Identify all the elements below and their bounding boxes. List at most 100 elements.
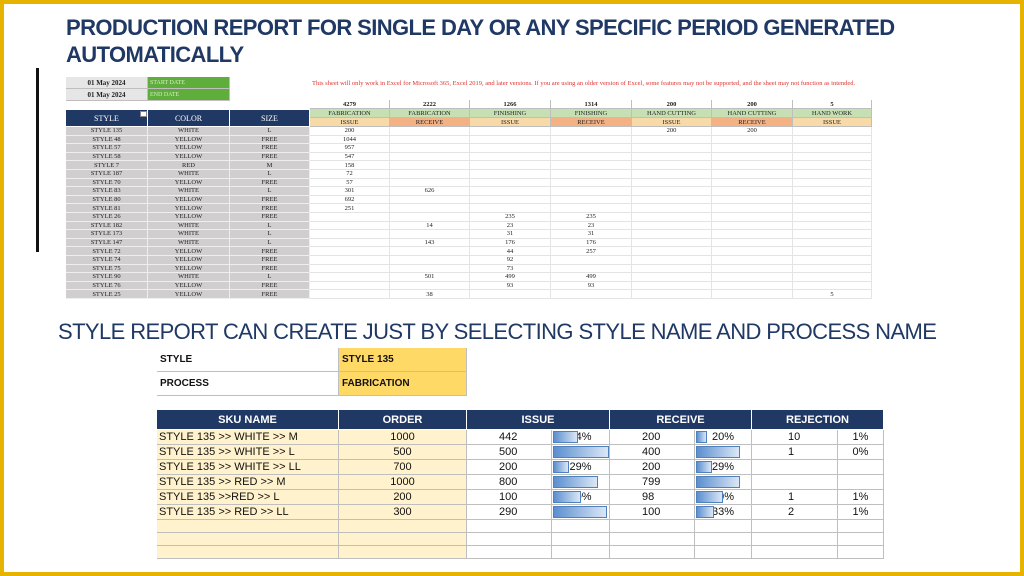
qty-cell: [390, 230, 470, 239]
qty-cell: 31: [551, 230, 632, 239]
qty-cell: [551, 290, 632, 299]
qty-cell: [470, 290, 551, 299]
sku-name: STYLE 135 >> RED >> M: [157, 475, 339, 490]
qty-cell: [793, 152, 872, 162]
empty-cell: [838, 520, 884, 533]
qty-cell: 93: [551, 281, 632, 291]
style-cell: FREE: [230, 135, 310, 145]
total-cell: 200: [712, 100, 793, 109]
style-cell: YELLOW: [148, 135, 230, 145]
percent-cell: 50%: [552, 490, 610, 505]
empty-cell: [467, 533, 552, 546]
qty-cell: 200: [467, 460, 552, 475]
qty-cell: [310, 247, 390, 256]
data-bar: [553, 446, 609, 458]
style-cell: WHITE: [148, 127, 230, 136]
style-cell: L: [230, 127, 310, 136]
process-cell: HAND WORK: [793, 109, 872, 118]
report-header: ISSUE: [467, 410, 610, 430]
report-header: SKU NAME: [157, 410, 339, 430]
qty-cell: [632, 281, 712, 291]
qty-cell: 300: [339, 505, 467, 520]
qty-cell: [310, 238, 390, 248]
qty-cell: [712, 195, 793, 205]
qty-cell: 500: [467, 445, 552, 460]
style-cell: STYLE 48: [66, 135, 148, 145]
qty-cell: [632, 144, 712, 153]
style-cell: STYLE 26: [66, 213, 148, 222]
qty-cell: 235: [551, 213, 632, 222]
style-cell: L: [230, 221, 310, 231]
qty-cell: [390, 247, 470, 256]
qty-cell: [390, 281, 470, 291]
empty-cell: [339, 546, 467, 559]
style-cell: RED: [148, 161, 230, 170]
empty-cell: [339, 533, 467, 546]
qty-cell: [793, 195, 872, 205]
date-value: 01 May 2024: [66, 89, 148, 101]
total-cell: 1266: [470, 100, 551, 109]
qty-cell: [632, 256, 712, 265]
type-cell: ISSUE: [470, 118, 551, 127]
percent-cell: [838, 460, 884, 475]
style-cell: STYLE 72: [66, 247, 148, 256]
empty-cell: [752, 546, 838, 559]
qty-cell: [793, 230, 872, 239]
qty-cell: [390, 264, 470, 274]
empty-cell: [610, 520, 695, 533]
qty-cell: [551, 127, 632, 136]
sku-name: STYLE 135 >> RED >> LL: [157, 505, 339, 520]
style-cell: FREE: [230, 247, 310, 256]
qty-cell: [632, 204, 712, 213]
style-cell: YELLOW: [148, 264, 230, 274]
qty-cell: [390, 204, 470, 213]
qty-cell: [470, 127, 551, 136]
data-bar: [553, 476, 598, 488]
style-cell: STYLE 81: [66, 204, 148, 213]
qty-cell: [551, 264, 632, 274]
qty-cell: 499: [551, 273, 632, 282]
style-cell: STYLE 7: [66, 161, 148, 170]
percent-cell: 33%: [695, 505, 752, 520]
qty-cell: [712, 273, 793, 282]
data-bar: [553, 491, 581, 503]
qty-cell: 98: [610, 490, 695, 505]
qty-cell: [712, 256, 793, 265]
qty-cell: [310, 264, 390, 274]
qty-cell: 72: [310, 170, 390, 179]
empty-cell: [838, 533, 884, 546]
process-cell: HAND CUTTING: [712, 109, 793, 118]
percent-cell: 1%: [838, 490, 884, 505]
qty-cell: 442: [467, 430, 552, 445]
qty-cell: [712, 221, 793, 231]
style-cell: L: [230, 273, 310, 282]
type-cell: ISSUE: [793, 118, 872, 127]
qty-cell: [310, 221, 390, 231]
qty-cell: [390, 152, 470, 162]
qty-cell: [632, 135, 712, 145]
percent-cell: 20%: [695, 430, 752, 445]
style-cell: FREE: [230, 204, 310, 213]
qty-cell: [712, 178, 793, 188]
qty-cell: [793, 204, 872, 213]
style-cell: STYLE 74: [66, 256, 148, 265]
type-cell: ISSUE: [310, 118, 390, 127]
report-header: REJECTION: [752, 410, 884, 430]
qty-cell: 235: [470, 213, 551, 222]
style-cell: FREE: [230, 144, 310, 153]
style-cell: FREE: [230, 178, 310, 188]
qty-cell: 14: [390, 221, 470, 231]
process-cell: HAND CUTTING: [632, 109, 712, 118]
data-bar: [696, 506, 715, 518]
qty-cell: 257: [551, 247, 632, 256]
qty-cell: 200: [610, 430, 695, 445]
qty-cell: [793, 127, 872, 136]
qty-cell: 200: [310, 127, 390, 136]
qty-cell: 176: [551, 238, 632, 248]
style-cell: WHITE: [148, 273, 230, 282]
empty-cell: [467, 546, 552, 559]
process-cell: FABRICATION: [390, 109, 470, 118]
qty-cell: 1000: [339, 430, 467, 445]
percent-cell: 29%: [552, 460, 610, 475]
